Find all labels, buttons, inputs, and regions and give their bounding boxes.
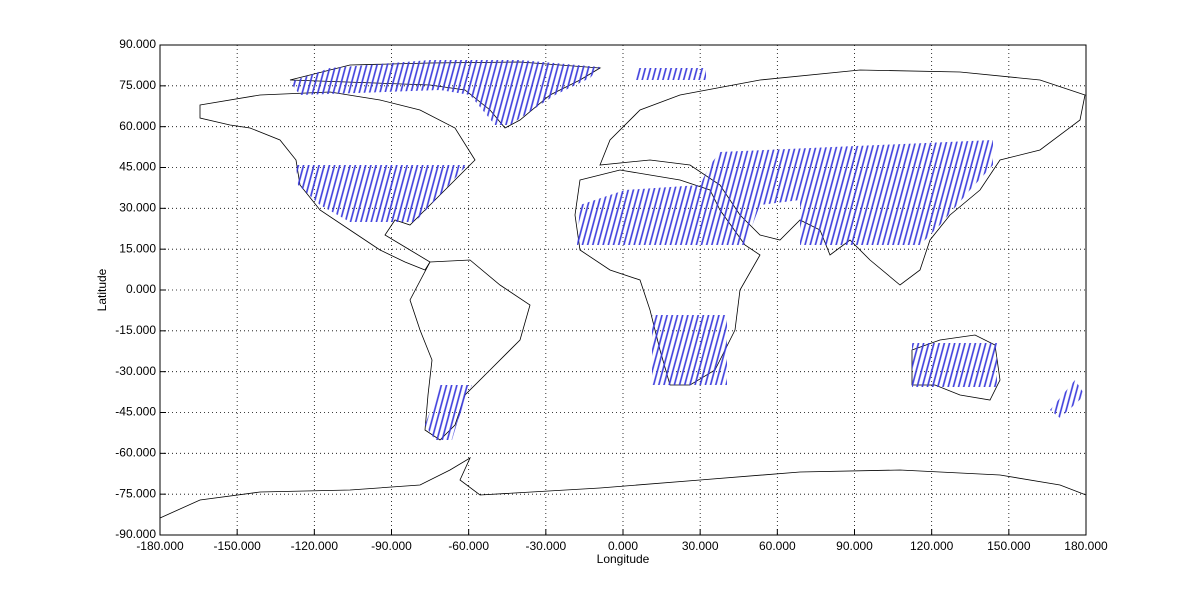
y-tick-label: -60.000 bbox=[115, 446, 156, 460]
y-tick-label: -90.000 bbox=[115, 527, 156, 541]
swath bbox=[577, 140, 993, 245]
y-tick-label: -75.000 bbox=[115, 486, 156, 500]
y-tick-label: 90.000 bbox=[119, 37, 156, 51]
x-axis-label: Longitude bbox=[597, 552, 650, 566]
x-tick-label: 30.000 bbox=[682, 539, 719, 553]
swath bbox=[912, 343, 997, 387]
coastline bbox=[409, 259, 531, 441]
swath bbox=[1050, 380, 1085, 418]
x-tick-label: 0.000 bbox=[608, 539, 638, 553]
x-tick-label: 180.000 bbox=[1064, 539, 1108, 553]
swath bbox=[296, 165, 467, 222]
swath bbox=[290, 60, 600, 125]
x-tick-label: 120.000 bbox=[910, 539, 954, 553]
y-tick-label: -30.000 bbox=[115, 364, 156, 378]
x-tick-label: -120.000 bbox=[291, 539, 339, 553]
x-tick-label: 150.000 bbox=[987, 539, 1031, 553]
swath bbox=[636, 68, 706, 80]
swaths bbox=[290, 60, 1085, 440]
y-tick-label: -15.000 bbox=[115, 323, 156, 337]
y-tick-label: 75.000 bbox=[119, 78, 156, 92]
y-tick-label: 60.000 bbox=[119, 119, 156, 133]
y-tick-label: 0.000 bbox=[126, 282, 156, 296]
coastline bbox=[159, 456, 1087, 519]
x-tick-label: -30.000 bbox=[525, 539, 566, 553]
x-tick-label: 60.000 bbox=[759, 539, 796, 553]
y-axis-label: Latitude bbox=[95, 268, 109, 311]
coastline bbox=[199, 91, 476, 271]
y-tick-label: 15.000 bbox=[119, 241, 156, 255]
swath bbox=[425, 385, 472, 440]
swath bbox=[652, 315, 727, 385]
y-tick-label: -45.000 bbox=[115, 405, 156, 419]
y-tick-label: 45.000 bbox=[119, 160, 156, 174]
coastline bbox=[599, 69, 1086, 286]
x-tick-label: -90.000 bbox=[371, 539, 412, 553]
x-tick-label: 90.000 bbox=[836, 539, 873, 553]
x-tick-label: -150.000 bbox=[213, 539, 261, 553]
y-tick-label: 30.000 bbox=[119, 201, 156, 215]
x-tick-label: -180.000 bbox=[136, 539, 184, 553]
x-tick-label: -60.000 bbox=[448, 539, 489, 553]
